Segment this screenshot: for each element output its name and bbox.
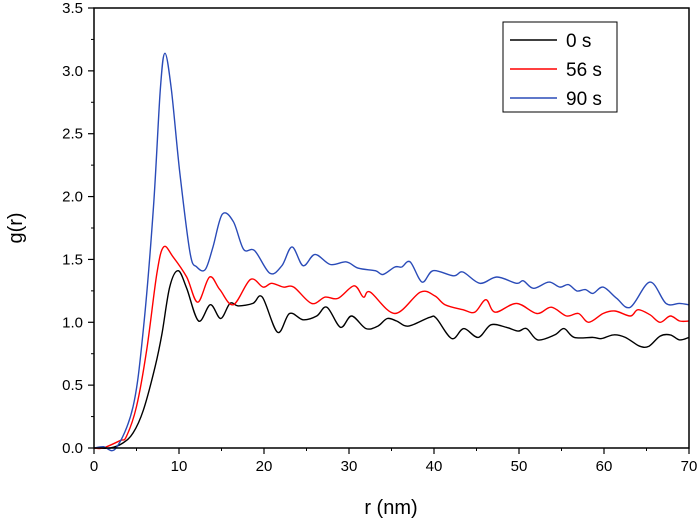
y-tick-label: 2.0 <box>62 189 83 206</box>
x-tick-label: 60 <box>596 458 613 475</box>
y-tick-label: 0.5 <box>62 377 83 394</box>
legend-label: 90 s <box>566 89 602 110</box>
y-axis-label: g(r) <box>5 212 27 243</box>
series-line-56-s <box>93 245 690 450</box>
y-tick-label: 0.0 <box>62 440 83 457</box>
legend-label: 0 s <box>566 31 591 52</box>
x-tick-label: 0 <box>90 458 98 475</box>
legend-label: 56 s <box>566 60 602 81</box>
series-line-90-s <box>93 52 690 452</box>
y-tick-label: 1.5 <box>62 251 83 268</box>
x-tick-label: 50 <box>511 458 528 475</box>
x-tick-label: 30 <box>341 458 358 475</box>
series-line-0-s <box>93 270 690 450</box>
y-tick-label: 3.5 <box>62 0 83 17</box>
x-tick-label: 40 <box>426 458 443 475</box>
x-axis-label: r (nm) <box>364 497 417 519</box>
x-tick-label: 70 <box>681 458 698 475</box>
axes-layer: 0 10 20 30 40 50 60 70 0.0 0.5 1.0 1.5 2.0 2.5 3.0 3.5 <box>62 0 697 475</box>
legend-box <box>502 21 618 113</box>
y-tick-label: 1.0 <box>62 314 83 331</box>
y-tick-label: 2.5 <box>62 126 83 143</box>
series-layer <box>93 52 690 452</box>
y-tick-label: 3.0 <box>62 63 83 80</box>
legend: 0 s 56 s 90 s <box>502 21 618 113</box>
x-tick-label: 20 <box>256 458 273 475</box>
x-tick-label: 10 <box>171 458 188 475</box>
